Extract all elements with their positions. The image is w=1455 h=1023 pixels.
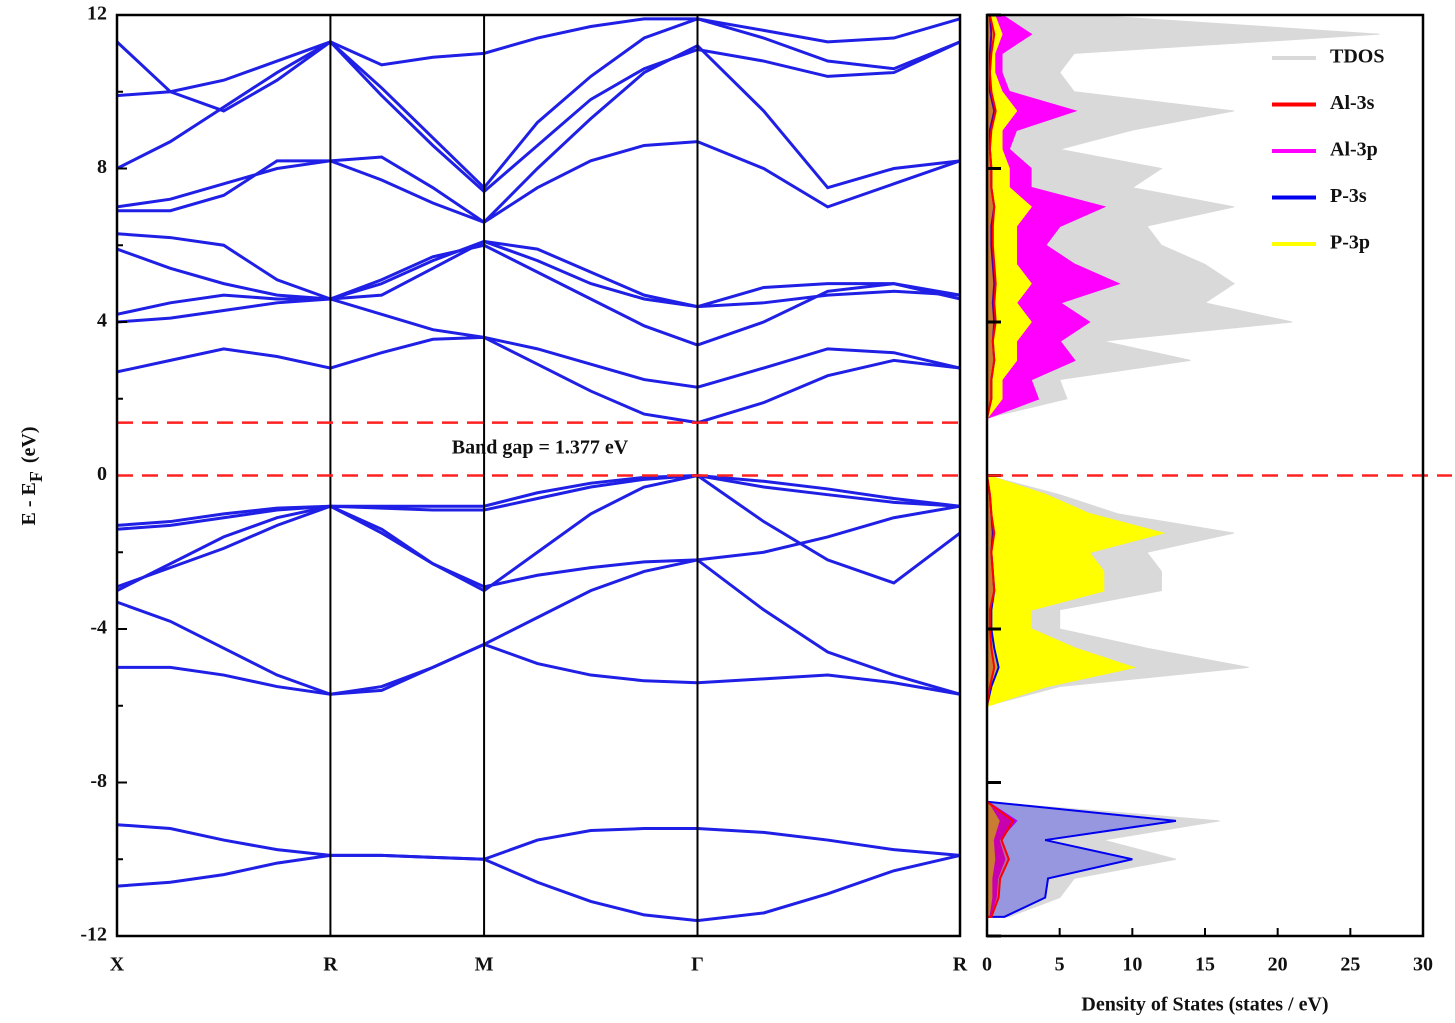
plot-frame bbox=[985, 13, 1425, 938]
x-tick-label: X bbox=[110, 954, 125, 976]
y-label-main: E - E bbox=[18, 482, 40, 525]
x-tick-label: 25 bbox=[1340, 954, 1360, 976]
band bbox=[116, 243, 961, 347]
legend-label: Al-3p bbox=[1330, 139, 1378, 161]
band bbox=[117, 43, 961, 224]
y-tick-label: 4 bbox=[97, 310, 107, 332]
band bbox=[116, 823, 961, 861]
band bbox=[117, 642, 961, 696]
y-tick-label: -12 bbox=[80, 924, 107, 946]
legend-label: P-3p bbox=[1330, 232, 1370, 254]
band bbox=[116, 17, 961, 190]
legend-label: P-3s bbox=[1330, 185, 1367, 207]
band bbox=[116, 473, 961, 531]
y-label-unit: (eV) bbox=[18, 427, 40, 464]
band bbox=[116, 140, 961, 225]
band bbox=[116, 232, 961, 309]
x-tick-label: 10 bbox=[1122, 954, 1142, 976]
x-tick-label: M bbox=[475, 954, 494, 976]
x-tick-label: R bbox=[323, 954, 338, 976]
x-tick-label: 15 bbox=[1195, 954, 1215, 976]
x-tick-label: 5 bbox=[1055, 954, 1065, 976]
x-tick-label: R bbox=[953, 954, 968, 976]
band bbox=[116, 473, 961, 593]
x-tick-label: 0 bbox=[982, 954, 992, 976]
band bbox=[116, 558, 961, 696]
legend-label: Al-3s bbox=[1330, 92, 1375, 114]
y-tick-label: 12 bbox=[87, 3, 107, 25]
band bbox=[116, 335, 961, 425]
band bbox=[116, 239, 961, 309]
annotation: Band gap = 1.377 eV bbox=[452, 437, 629, 459]
band bbox=[115, 17, 961, 113]
band bbox=[116, 297, 961, 389]
plot-frame bbox=[115, 13, 962, 938]
x-tick-label: 30 bbox=[1413, 954, 1433, 976]
band bbox=[116, 504, 961, 592]
x-axis-label: Density of States (states / eV) bbox=[1081, 994, 1328, 1016]
y-axis-label: E - EF (eV) bbox=[18, 427, 47, 526]
x-tick-label: Γ bbox=[691, 954, 704, 976]
y-tick-label: 0 bbox=[97, 463, 107, 485]
band bbox=[116, 853, 961, 923]
legend-label: TDOS bbox=[1330, 46, 1384, 68]
y-label-sub: F bbox=[26, 471, 46, 482]
band bbox=[116, 39, 961, 194]
y-tick-label: -4 bbox=[90, 617, 107, 639]
x-tick-label: 20 bbox=[1268, 954, 1288, 976]
band bbox=[116, 473, 961, 527]
y-tick-label: -8 bbox=[90, 770, 107, 792]
dos-area bbox=[986, 14, 1380, 918]
y-tick-label: 8 bbox=[97, 156, 107, 178]
